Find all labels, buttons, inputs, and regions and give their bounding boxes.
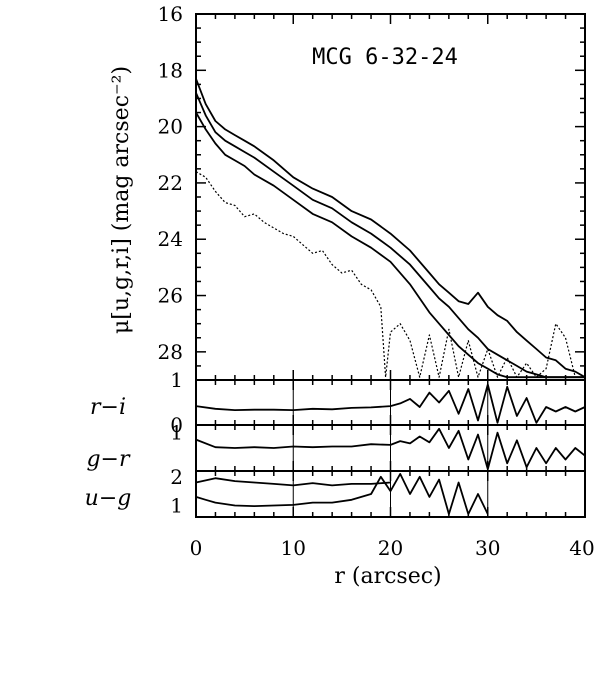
panel-label-ri: r−i: [90, 395, 126, 420]
y-tick-label-mu: 26: [158, 284, 183, 308]
y-tick-label-ri: 0: [170, 413, 183, 437]
y-tick-label-mu: 20: [158, 115, 183, 139]
x-tick-label: 20: [378, 536, 403, 560]
chart-title: MCG 6-32-24: [312, 45, 458, 70]
y-tick-label-mu: 22: [158, 171, 183, 195]
y-tick-label-mu: 18: [158, 58, 183, 82]
series-line-ri-0: [195, 383, 586, 424]
y-tick-label-ug: 1: [170, 494, 183, 518]
x-axis-title: r (arcsec): [334, 564, 441, 589]
y-tick-label-gr: 1: [170, 421, 183, 445]
y-tick-label-mu: 28: [158, 340, 183, 364]
data-series: [195, 78, 586, 515]
series-line-mu-3: [195, 171, 585, 378]
series-line-ug-1: [195, 477, 391, 487]
x-tick-label: 0: [190, 536, 203, 560]
y-tick-label-mu: 24: [158, 227, 183, 251]
x-tick-label: 10: [281, 536, 306, 560]
x-tick-label: 30: [475, 536, 500, 560]
y-tick-label-ug: 2: [170, 465, 183, 489]
y-axis-title: μ[u,g,r,i] (mag arcsec⁻²): [109, 66, 134, 334]
y-tick-label-mu: 16: [158, 2, 183, 26]
panel-label-gr: g−r: [86, 447, 131, 472]
x-tick-label: 40: [569, 536, 594, 560]
panel-label-ug: u−g: [85, 486, 132, 511]
series-line-ug-0: [195, 472, 489, 515]
series-line-mu-0: [195, 78, 586, 378]
gridlines: [292, 380, 489, 517]
y-tick-label-ri: 1: [170, 368, 183, 392]
series-line-gr-0: [195, 427, 586, 471]
series-line-mu-2: [195, 112, 585, 379]
